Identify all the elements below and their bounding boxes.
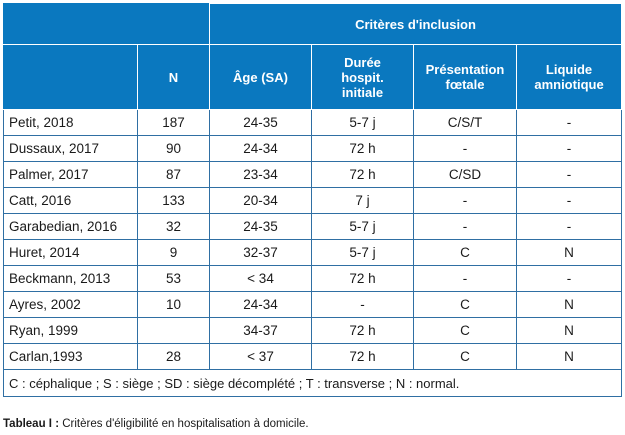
cell-duree: 72 h [311, 135, 414, 162]
header-presentation: Présentation fœtale [413, 44, 517, 110]
table-row: Beckmann, 2013 53 < 34 72 h - - [3, 265, 623, 292]
caption-text: Critères d'éligibilité en hospitalisatio… [59, 418, 309, 430]
cell-age: 20-34 [209, 187, 312, 214]
header-presentation-line-1: Présentation [425, 62, 505, 77]
cell-liquide: - [515, 187, 623, 214]
table-row: Palmer, 2017 87 23-34 72 h C/SD - [3, 161, 623, 188]
cell-age: 24-35 [209, 213, 312, 240]
cell-study: Beckmann, 2013 [3, 265, 138, 292]
cell-age: 24-34 [209, 291, 312, 318]
table-row: Petit, 2018 187 24-35 5-7 j C/S/T - [3, 109, 623, 136]
cell-study: Ayres, 2002 [3, 291, 138, 318]
table-caption: Tableau I : Critères d'éligibilité en ho… [3, 418, 309, 430]
table-row: Ayres, 2002 10 24-34 - C N [3, 291, 623, 318]
table-row: Ryan, 1999 34-37 72 h C N [3, 317, 623, 344]
table-row: Dussaux, 2017 90 24-34 72 h - - [3, 135, 623, 162]
cell-liquide: N [515, 239, 623, 266]
cell-presentation: C/SD [413, 161, 517, 188]
table-row: Garabedian, 2016 32 24-35 5-7 j - - [3, 213, 623, 240]
cell-presentation: - [413, 213, 517, 240]
cell-presentation: - [413, 265, 517, 292]
cell-age: 24-34 [209, 135, 312, 162]
cell-n: 28 [137, 343, 210, 370]
cell-liquide: N [515, 291, 623, 318]
header-duree-line-1: Durée [344, 54, 381, 70]
header-blank [3, 3, 210, 45]
cell-study: Petit, 2018 [3, 109, 138, 136]
cell-n: 87 [137, 161, 210, 188]
header-liquide-line-1: Liquide [545, 62, 593, 77]
cell-liquide: - [515, 161, 623, 188]
cell-study: Palmer, 2017 [3, 161, 138, 188]
header-presentation-line-2: fœtale [445, 77, 485, 92]
cell-n: 133 [137, 187, 210, 214]
eligibility-table-container: Critères d'inclusion N Âge (SA) Durée ho… [2, 3, 623, 397]
cell-duree: 5-7 j [311, 213, 414, 240]
cell-duree: - [311, 291, 414, 318]
header-study-blank [3, 44, 138, 110]
table-row: Huret, 2014 9 32-37 5-7 j C N [3, 239, 623, 266]
cell-liquide: - [515, 213, 623, 240]
header-duree: Durée hospit. initiale [311, 44, 414, 110]
cell-age: 34-37 [209, 317, 312, 344]
header-liquide-line-2: amniotique [534, 77, 604, 92]
header-n: N [137, 44, 210, 110]
header-age: Âge (SA) [209, 44, 312, 110]
cell-study: Huret, 2014 [3, 239, 138, 266]
header-group-inclusion: Critères d'inclusion [208, 3, 623, 45]
cell-liquide: N [515, 317, 623, 344]
cell-n: 187 [137, 109, 210, 136]
cell-n: 32 [137, 213, 210, 240]
cell-study: Carlan,1993 [3, 343, 138, 370]
cell-age: 24-35 [209, 109, 312, 136]
cell-presentation: C/S/T [413, 109, 517, 136]
cell-duree: 5-7 j [311, 109, 414, 136]
cell-liquide: N [515, 343, 623, 370]
legend-text: C : céphalique ; S : siège ; SD : siège … [2, 369, 623, 397]
cell-study: Dussaux, 2017 [3, 135, 138, 162]
cell-study: Ryan, 1999 [3, 317, 138, 344]
cell-liquide: - [515, 109, 623, 136]
cell-duree: 7 j [311, 187, 414, 214]
cell-presentation: C [413, 343, 517, 370]
cell-liquide: - [515, 135, 623, 162]
cell-n: 9 [137, 239, 210, 266]
cell-age: 32-37 [209, 239, 312, 266]
cell-age: < 37 [209, 343, 312, 370]
cell-duree: 72 h [311, 265, 414, 292]
cell-n [137, 317, 210, 344]
cell-duree: 72 h [311, 317, 414, 344]
cell-liquide: - [515, 265, 623, 292]
table-row: Carlan,1993 28 < 37 72 h C N [3, 343, 623, 370]
cell-presentation: C [413, 291, 517, 318]
cell-presentation: C [413, 239, 517, 266]
cell-presentation: - [413, 187, 517, 214]
header-liquide: Liquide amniotique [515, 44, 623, 110]
cell-age: 23-34 [209, 161, 312, 188]
table-row: Catt, 2016 133 20-34 7 j - - [3, 187, 623, 214]
cell-duree: 72 h [311, 343, 414, 370]
legend-row: C : céphalique ; S : siège ; SD : siège … [2, 369, 623, 397]
header-duree-line-3: initiale [341, 84, 384, 100]
cell-study: Catt, 2016 [3, 187, 138, 214]
caption-label: Tableau I : [3, 418, 60, 430]
eligibility-table: Critères d'inclusion N Âge (SA) Durée ho… [2, 3, 623, 397]
cell-n: 10 [137, 291, 210, 318]
cell-duree: 5-7 j [311, 239, 414, 266]
cell-n: 53 [137, 265, 210, 292]
header-duree-line-2: hospit. [341, 69, 384, 85]
cell-duree: 72 h [311, 161, 414, 188]
cell-age: < 34 [209, 265, 312, 292]
cell-n: 90 [137, 135, 210, 162]
cell-study: Garabedian, 2016 [3, 213, 138, 240]
cell-presentation: - [413, 135, 517, 162]
cell-presentation: C [413, 317, 517, 344]
